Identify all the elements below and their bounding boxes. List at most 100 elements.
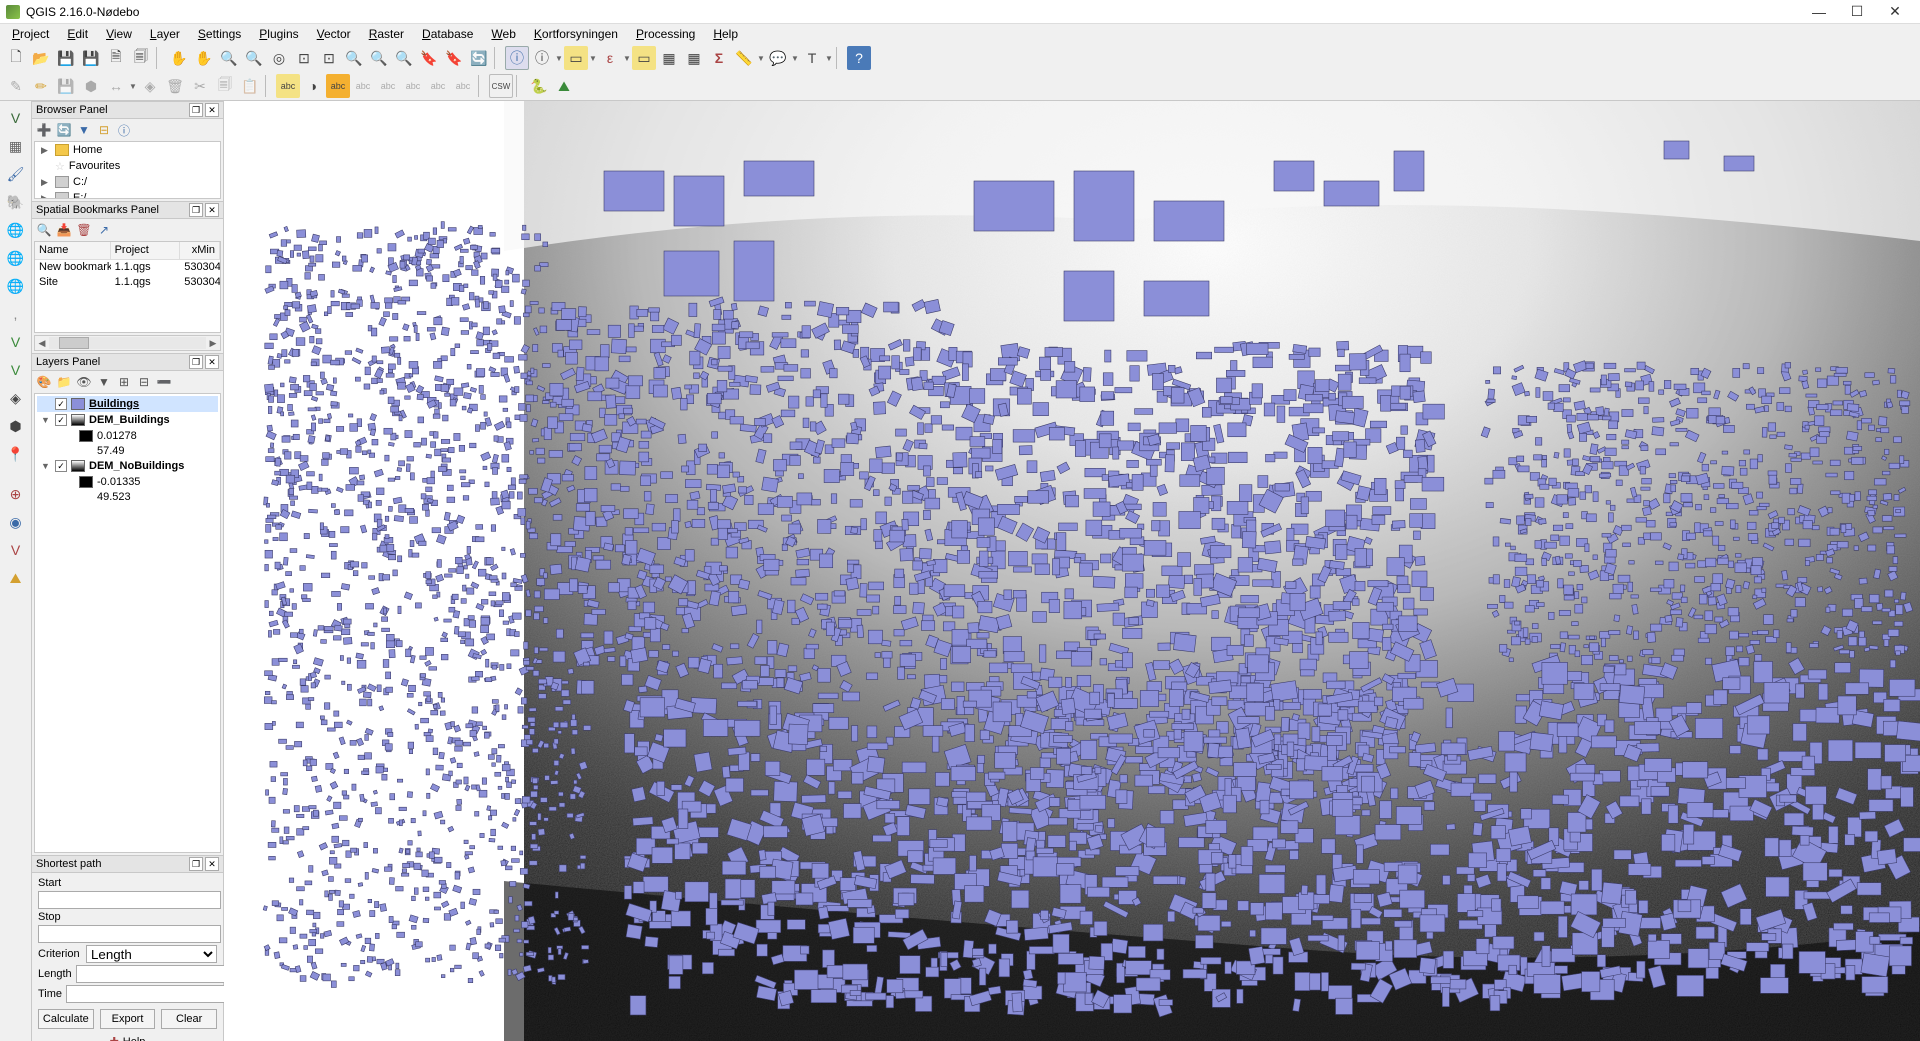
- new-project-icon[interactable]: 🗋: [4, 46, 28, 70]
- add-raster-icon[interactable]: ▦: [3, 133, 29, 159]
- start-input[interactable]: [38, 891, 221, 909]
- pan-icon[interactable]: ✋: [167, 46, 191, 70]
- stop-input[interactable]: [38, 925, 221, 943]
- show-bookmarks-icon[interactable]: 🔖: [442, 46, 466, 70]
- map-tips-icon[interactable]: 💬: [766, 46, 790, 70]
- menu-layer[interactable]: Layer: [142, 25, 188, 43]
- map-canvas[interactable]: [224, 101, 1920, 1041]
- add-group-icon[interactable]: 📁: [56, 374, 72, 390]
- maximize-button[interactable]: ☐: [1838, 1, 1876, 23]
- new-bookmark-icon[interactable]: 🔖: [417, 46, 441, 70]
- menu-help[interactable]: Help: [705, 25, 746, 43]
- layers-close-button[interactable]: ✕: [205, 355, 219, 369]
- help-icon[interactable]: ?: [847, 46, 871, 70]
- import-bookmark-icon[interactable]: 📥: [56, 222, 72, 238]
- minimize-button[interactable]: —: [1800, 1, 1838, 23]
- time-input[interactable]: [66, 985, 249, 1003]
- deselect-icon[interactable]: ▭: [632, 46, 656, 70]
- zoom-native-icon[interactable]: ◎: [267, 46, 291, 70]
- filter-browser-icon[interactable]: ▼: [76, 122, 92, 138]
- menu-view[interactable]: View: [98, 25, 140, 43]
- bm-hdr-project[interactable]: Project: [111, 242, 181, 259]
- coordinate-capture-icon[interactable]: ⊕: [3, 481, 29, 507]
- statistics-icon[interactable]: Σ: [707, 46, 731, 70]
- collapse-all-icon[interactable]: ⊟: [96, 122, 112, 138]
- csw-icon[interactable]: CSW: [489, 74, 513, 98]
- manage-visibility-icon[interactable]: 👁: [76, 374, 92, 390]
- oracle-icon[interactable]: ◉: [3, 509, 29, 535]
- pan-to-selection-icon[interactable]: ✋: [192, 46, 216, 70]
- menu-project[interactable]: Project: [4, 25, 57, 43]
- refresh-browser-icon[interactable]: 🔄: [56, 122, 72, 138]
- properties-icon[interactable]: ⓘ: [116, 122, 132, 138]
- new-geopackage-icon[interactable]: ⬢: [3, 413, 29, 439]
- menu-settings[interactable]: Settings: [190, 25, 249, 43]
- menu-edit[interactable]: Edit: [59, 25, 96, 43]
- topology-icon[interactable]: V: [3, 537, 29, 563]
- layer-buildings-checkbox[interactable]: ✓: [55, 398, 67, 410]
- zoom-layer-icon[interactable]: 🔍: [342, 46, 366, 70]
- gps-icon[interactable]: 📍: [3, 441, 29, 467]
- browser-undock-button[interactable]: ❐: [189, 103, 203, 117]
- grass-icon[interactable]: ⛰: [3, 565, 29, 591]
- open-attribute-table-icon[interactable]: ▦: [657, 46, 681, 70]
- menu-raster[interactable]: Raster: [361, 25, 412, 43]
- menu-database[interactable]: Database: [414, 25, 481, 43]
- browser-close-button[interactable]: ✕: [205, 103, 219, 117]
- field-calculator-icon[interactable]: ▦: [682, 46, 706, 70]
- zoom-full-icon[interactable]: ⊡: [292, 46, 316, 70]
- bookmarks-undock-button[interactable]: ❐: [189, 203, 203, 217]
- criterion-select[interactable]: Length: [86, 945, 217, 963]
- layer-dem-nobuildings[interactable]: ▼ ✓ DEM_NoBuildings: [37, 458, 218, 474]
- add-wfs-icon[interactable]: 🌐: [3, 273, 29, 299]
- text-annotation-icon[interactable]: T: [800, 46, 824, 70]
- menu-web[interactable]: Web: [483, 25, 523, 43]
- menu-vector[interactable]: Vector: [309, 25, 359, 43]
- filter-legend-icon[interactable]: ▼: [96, 374, 112, 390]
- grass-tools-icon[interactable]: ⛰: [552, 74, 576, 98]
- remove-layer-icon[interactable]: ➖: [156, 374, 172, 390]
- select-features-icon[interactable]: ▭: [564, 46, 588, 70]
- shortest-undock-button[interactable]: ❐: [189, 857, 203, 871]
- save-as-icon[interactable]: 💾: [79, 46, 103, 70]
- new-shapefile-icon[interactable]: V: [3, 357, 29, 383]
- zoom-in-icon[interactable]: 🔍: [217, 46, 241, 70]
- add-spatialite-icon[interactable]: 🖌: [3, 161, 29, 187]
- share-bookmark-icon[interactable]: ↗: [96, 222, 112, 238]
- python-console-icon[interactable]: 🐍: [527, 74, 551, 98]
- new-spatialite-icon[interactable]: ◈: [3, 385, 29, 411]
- zoom-to-bookmark-icon[interactable]: 🔍: [36, 222, 52, 238]
- calculate-button[interactable]: Calculate: [38, 1009, 94, 1029]
- zoom-next-icon[interactable]: 🔍: [392, 46, 416, 70]
- add-layer-icon[interactable]: ➕: [36, 122, 52, 138]
- add-wcs-icon[interactable]: 🌐: [3, 245, 29, 271]
- layer-dem-buildings-checkbox[interactable]: ✓: [55, 414, 67, 426]
- delete-bookmark-icon[interactable]: 🗑: [76, 222, 92, 238]
- add-vector-icon[interactable]: V: [3, 105, 29, 131]
- identify-icon[interactable]: ⓘ: [505, 46, 529, 70]
- refresh-icon[interactable]: 🔄: [467, 46, 491, 70]
- new-print-composer-icon[interactable]: 🗎: [104, 46, 128, 70]
- save-project-icon[interactable]: 💾: [54, 46, 78, 70]
- bookmarks-table[interactable]: Name Project xMin New bookmark 1.1.qgs 5…: [34, 241, 221, 333]
- add-postgis-icon[interactable]: 🐘: [3, 189, 29, 215]
- open-project-icon[interactable]: 📂: [29, 46, 53, 70]
- expand-all-icon[interactable]: ⊞: [116, 374, 132, 390]
- help-link[interactable]: Help: [123, 1036, 146, 1041]
- layer-buildings[interactable]: ✓ Buildings: [37, 396, 218, 412]
- add-delimited-icon[interactable]: ,: [3, 301, 29, 327]
- layer-style-icon[interactable]: 🎨: [36, 374, 52, 390]
- label-icon[interactable]: abc: [276, 74, 300, 98]
- layer-dem-nobuildings-checkbox[interactable]: ✓: [55, 460, 67, 472]
- menu-processing[interactable]: Processing: [628, 25, 703, 43]
- layer-dem-buildings[interactable]: ▼ ✓ DEM_Buildings: [37, 412, 218, 428]
- layers-tree[interactable]: ✓ Buildings ▼ ✓ DEM_Buildings 0.01278 57…: [34, 393, 221, 853]
- close-button[interactable]: ✕: [1876, 1, 1914, 23]
- layers-undock-button[interactable]: ❐: [189, 355, 203, 369]
- menu-kortforsyningen[interactable]: Kortforsyningen: [526, 25, 626, 43]
- collapse-all-layers-icon[interactable]: ⊟: [136, 374, 152, 390]
- identify-icon-2[interactable]: ⓘ: [530, 46, 554, 70]
- export-button[interactable]: Export: [100, 1009, 156, 1029]
- zoom-out-icon[interactable]: 🔍: [242, 46, 266, 70]
- select-expression-icon[interactable]: ε: [598, 46, 622, 70]
